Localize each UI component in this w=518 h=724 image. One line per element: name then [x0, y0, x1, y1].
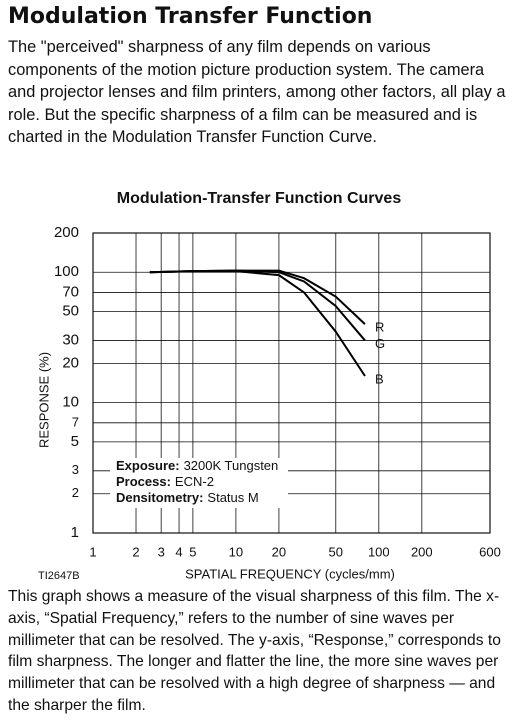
intro: The "perceived" sharpness of any film de… — [8, 38, 506, 146]
line-series — [149, 270, 366, 377]
x-tick-label: 2 — [132, 544, 139, 559]
y-tick-label: 50 — [62, 302, 79, 319]
annotation-text: ECN-2 — [175, 474, 214, 489]
annotation-label: Exposure: — [116, 458, 180, 473]
y-tick-label: 7 — [72, 414, 79, 429]
line-series — [149, 269, 366, 342]
annotation-label: Process: — [116, 474, 171, 489]
chart-title: Modulation-Transfer Function Curves — [117, 190, 402, 207]
annotation: Densitometry: Status M — [116, 490, 259, 505]
x-tick-label: 100 — [368, 544, 390, 559]
caption: This graph shows a measure of the visual… — [8, 588, 501, 714]
x-tick-label: 3 — [158, 544, 165, 559]
line-series — [149, 269, 366, 325]
figure-code: TI2647B — [38, 570, 80, 582]
x-tick-label: 4 — [175, 544, 182, 559]
annotation-box — [110, 458, 288, 508]
y-tick-label: 70 — [62, 283, 79, 300]
y-axis-label: RESPONSE (%) — [36, 352, 51, 448]
y-tick-label: 20 — [62, 354, 79, 371]
y-tick-label: 200 — [54, 224, 79, 241]
x-tick-label: 5 — [189, 544, 196, 559]
annotation: Exposure: 3200K Tungsten — [116, 458, 278, 473]
y-tick-label: 2 — [72, 485, 79, 500]
y-tick-label: 3 — [72, 462, 79, 477]
x-tick-label: 1 — [89, 544, 96, 559]
series-label: G — [375, 336, 385, 351]
annotation: Process: ECN-2 — [116, 474, 214, 489]
y-tick-label: 5 — [71, 433, 79, 450]
annotation-label: Densitometry: — [116, 490, 203, 505]
annotation-text: Status M — [207, 490, 258, 505]
series-label: R — [375, 320, 384, 335]
y-tick-label: 1 — [71, 524, 79, 541]
series-label: B — [375, 371, 384, 386]
annotation-text: 3200K Tungsten — [184, 458, 279, 473]
chart: Modulation-Transfer Function Curves SPAT… — [36, 190, 501, 582]
y-tick-label: 30 — [62, 331, 79, 348]
title: Modulation Transfer Function — [8, 4, 373, 29]
x-tick-label: 600 — [479, 544, 501, 559]
x-tick-label: 200 — [411, 544, 433, 559]
x-tick-label: 10 — [229, 544, 243, 559]
y-tick-label: 100 — [54, 263, 79, 280]
x-axis-label: SPATIAL FREQUENCY (cycles/mm) — [185, 566, 395, 581]
x-tick-label: 50 — [329, 544, 343, 559]
x-tick-label: 20 — [272, 544, 286, 559]
y-tick-label: 10 — [62, 394, 79, 411]
